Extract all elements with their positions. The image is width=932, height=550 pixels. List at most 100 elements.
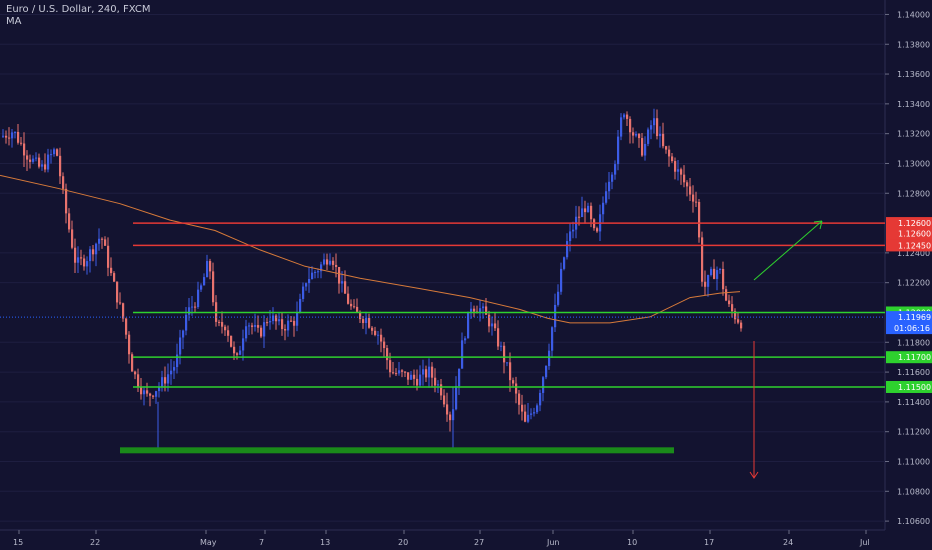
candle-body — [614, 164, 617, 175]
candle-body — [236, 353, 239, 355]
candle-body — [251, 325, 254, 327]
price-tick-label: 1.11400 — [897, 398, 930, 407]
candle-body — [581, 208, 584, 218]
candle-body — [41, 164, 44, 167]
price-tick-label: 1.11600 — [897, 368, 930, 377]
price-tick-label: 1.13800 — [897, 40, 930, 49]
candle-body — [332, 260, 335, 265]
candle-body — [542, 377, 545, 393]
symbol-title[interactable]: Euro / U.S. Dollar, 240, FXCM — [6, 4, 151, 15]
candle-body — [98, 238, 101, 244]
candle-body — [35, 157, 38, 159]
candle-body — [17, 131, 20, 143]
candle-body — [689, 186, 692, 195]
candle-body — [731, 304, 734, 312]
candle-body — [59, 155, 62, 177]
candle-body — [674, 161, 677, 172]
candle-body — [422, 369, 425, 375]
price-tick-label: 1.11200 — [897, 428, 930, 437]
candle-body — [410, 374, 413, 380]
candle-body — [128, 334, 131, 355]
candle-body — [206, 261, 209, 278]
candle-body — [212, 271, 215, 303]
candle-body — [263, 322, 266, 337]
candle-body — [455, 386, 458, 410]
indicator-label[interactable]: MA — [6, 16, 22, 27]
price-tick-label: 1.12200 — [897, 279, 930, 288]
candle-body — [8, 137, 11, 139]
candle-body — [467, 311, 470, 339]
candle-body — [404, 371, 407, 373]
candle-body — [554, 304, 557, 328]
candle-body — [197, 289, 200, 308]
candle-body — [527, 414, 530, 422]
candle-body — [257, 325, 260, 328]
candle-body — [134, 371, 137, 375]
price-tick-label: 1.11800 — [897, 338, 930, 347]
candle-body — [722, 268, 725, 290]
candle-body — [92, 249, 95, 255]
candle-body — [293, 320, 296, 326]
candle-body — [2, 135, 5, 137]
candle-body — [140, 387, 143, 395]
time-tick-label: 20 — [398, 538, 408, 547]
candle-body — [149, 393, 152, 396]
candle-body — [566, 241, 569, 258]
candle-body — [395, 373, 398, 375]
candle-body — [260, 327, 263, 337]
candle-body — [77, 257, 80, 263]
candle-body — [383, 341, 386, 349]
support-zone — [120, 447, 674, 454]
candle-body — [335, 264, 338, 267]
candle-body — [419, 374, 422, 386]
candle-body — [275, 315, 278, 322]
candle-body — [515, 383, 518, 394]
candle-body — [737, 319, 740, 323]
candle-body — [221, 322, 224, 327]
candle-body — [314, 271, 317, 273]
candle-body — [326, 259, 329, 265]
candle-body — [740, 322, 743, 329]
candle-body — [659, 133, 662, 137]
price-badge — [886, 380, 932, 393]
candle-body — [536, 405, 539, 413]
bullish-arrow-head — [813, 220, 823, 230]
candle-body — [656, 118, 659, 137]
candle-body — [125, 318, 128, 335]
candle-body — [359, 311, 362, 320]
candle-body — [563, 257, 566, 269]
candle-body — [47, 154, 50, 170]
candle-body — [119, 302, 122, 304]
price-tick-label: 1.14000 — [897, 10, 930, 19]
price-tick-label: 1.10600 — [897, 517, 930, 526]
moving-average-line — [0, 174, 741, 324]
price-axis-background — [885, 0, 932, 550]
candle-body — [635, 134, 638, 136]
candle-body — [74, 247, 77, 263]
candle-body — [518, 393, 521, 405]
candle-body — [152, 395, 155, 397]
candle-body — [569, 231, 572, 242]
time-tick-label: 10 — [627, 538, 637, 547]
candle-body — [374, 330, 377, 335]
price-badge — [886, 239, 932, 252]
time-tick-label: 17 — [704, 538, 714, 547]
candle-body — [182, 330, 185, 338]
candle-body — [95, 243, 98, 255]
candle-body — [101, 238, 104, 240]
candle-body — [686, 182, 689, 187]
candle-body — [308, 278, 311, 284]
candle-body — [233, 346, 236, 354]
candle-body — [665, 146, 668, 150]
candle-body — [347, 293, 350, 304]
candle-body — [647, 129, 650, 144]
price-badge-label: 1.11700 — [898, 353, 931, 362]
candle-body — [290, 320, 293, 322]
candle-body — [317, 271, 320, 273]
time-tick-label: Jul — [859, 538, 870, 547]
candle-body — [242, 338, 245, 351]
candle-body — [179, 337, 182, 355]
candle-body — [344, 281, 347, 294]
